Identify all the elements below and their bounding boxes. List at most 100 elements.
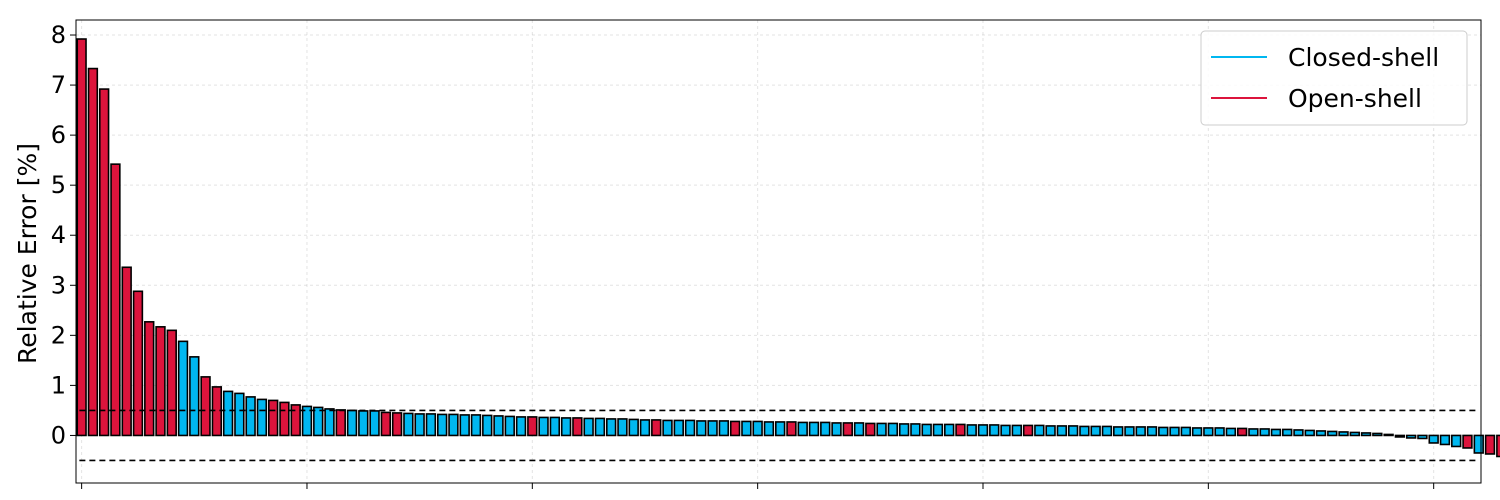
bar — [605, 418, 617, 437]
bar — [313, 406, 324, 437]
bar — [482, 414, 493, 437]
bar — [1169, 426, 1180, 437]
bar — [335, 409, 346, 437]
bar — [820, 421, 831, 437]
bar — [1417, 434, 1428, 440]
legend-box — [1200, 30, 1468, 126]
bar — [1405, 434, 1417, 439]
bar — [493, 415, 504, 437]
bar — [1225, 427, 1237, 437]
bar — [1451, 434, 1462, 448]
bar — [910, 423, 921, 437]
bar — [808, 421, 820, 437]
bar — [346, 409, 358, 437]
bar — [358, 410, 369, 437]
bar — [222, 390, 234, 437]
y-tick-label: 5 — [51, 171, 66, 199]
bar — [1090, 425, 1101, 437]
bar — [932, 423, 944, 437]
bar — [1327, 430, 1338, 437]
bar — [121, 266, 132, 437]
bar — [752, 420, 763, 437]
bar — [831, 422, 842, 437]
bar — [200, 376, 211, 437]
bar — [1484, 434, 1496, 455]
bar — [1496, 434, 1500, 458]
bar — [729, 420, 741, 437]
bar — [1113, 426, 1124, 437]
bar — [1270, 428, 1282, 437]
bar — [1236, 427, 1248, 437]
bar — [87, 67, 99, 437]
bar — [560, 417, 572, 437]
y-tick-label: 8 — [51, 21, 66, 49]
bar — [1360, 432, 1372, 437]
bar — [842, 422, 853, 437]
bar — [887, 422, 899, 437]
y-tick-label: 0 — [51, 421, 66, 449]
bar — [1462, 434, 1473, 449]
bar — [1282, 428, 1293, 437]
bar — [1146, 426, 1158, 437]
bar — [628, 418, 639, 437]
bar — [1304, 429, 1315, 437]
bar — [989, 424, 1000, 437]
bar — [110, 163, 121, 437]
bar — [1079, 425, 1090, 437]
bar — [436, 413, 448, 437]
bar — [639, 419, 651, 437]
bar — [955, 423, 966, 437]
bar — [256, 398, 268, 437]
bar — [944, 423, 955, 437]
bar — [1248, 428, 1259, 437]
bar — [1315, 430, 1327, 437]
bar — [707, 420, 718, 437]
bar — [166, 329, 177, 437]
bar — [1067, 425, 1079, 437]
bar — [1293, 429, 1304, 437]
bar — [786, 421, 797, 437]
bar — [538, 416, 549, 437]
bar — [1428, 434, 1439, 444]
bar — [898, 423, 910, 437]
bar — [1158, 426, 1169, 437]
bar — [470, 414, 482, 437]
bar — [504, 415, 515, 437]
bar — [662, 419, 673, 437]
bar — [1473, 434, 1484, 454]
bar — [1101, 425, 1113, 437]
bar — [324, 408, 335, 437]
y-tick-label: 2 — [51, 321, 66, 349]
bar — [1124, 426, 1135, 437]
bar — [1045, 425, 1056, 437]
bar — [684, 419, 696, 437]
plot-frame — [75, 19, 1482, 484]
bar — [966, 424, 977, 437]
bar — [741, 420, 752, 437]
bar — [617, 418, 628, 437]
bar — [1000, 424, 1011, 437]
bar — [774, 421, 786, 437]
bar — [853, 422, 865, 437]
y-tick-label: 6 — [51, 121, 66, 149]
bar — [763, 421, 775, 437]
bar — [403, 412, 414, 437]
bar — [132, 290, 144, 437]
y-tick-label: 3 — [51, 271, 66, 299]
bar — [189, 356, 200, 437]
bar — [1135, 426, 1146, 437]
bar — [1011, 424, 1022, 437]
bar — [583, 417, 594, 437]
bar — [696, 420, 707, 437]
bar — [245, 396, 256, 437]
bar — [673, 419, 684, 437]
bar — [1203, 427, 1214, 437]
bar — [1338, 431, 1349, 437]
bar — [797, 421, 808, 437]
bar — [425, 413, 437, 437]
bar — [572, 417, 583, 437]
bar — [1191, 427, 1203, 437]
y-axis-label: Relative Error [%] — [13, 143, 42, 364]
bar — [414, 413, 425, 437]
